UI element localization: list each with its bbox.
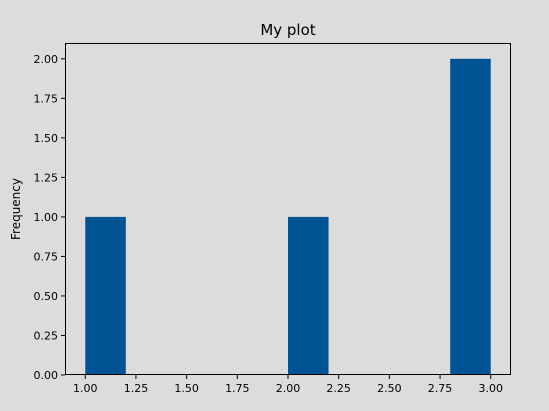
x-tick-label-6: 2.50 — [377, 382, 402, 395]
y-tick-label-3: 0.75 — [34, 250, 59, 263]
histogram-bar-0 — [85, 216, 126, 375]
y-tick-label-4: 1.00 — [34, 211, 59, 224]
histogram-bar-5 — [288, 216, 329, 375]
x-tick-label-1: 1.25 — [124, 382, 149, 395]
y-axis: 0.00 0.25 0.50 0.75 1.00 1.25 1.50 1.75 2.00 — [34, 53, 65, 382]
y-axis-label: Frequency — [9, 178, 23, 240]
y-tick-label-8: 2.00 — [34, 53, 59, 66]
plot-frame — [65, 43, 511, 375]
x-tick-label-4: 2.00 — [276, 382, 301, 395]
x-tick-label-0: 1.00 — [73, 382, 98, 395]
histogram-bar-9 — [450, 58, 491, 376]
x-axis: 1.00 1.25 1.50 1.75 2.00 2.25 2.50 2.75 3.00 — [73, 375, 503, 395]
chart-title: My plot — [260, 21, 315, 39]
x-tick-label-7: 2.75 — [428, 382, 453, 395]
x-tick-label-8: 3.00 — [478, 382, 503, 395]
bars-group — [85, 58, 491, 376]
y-tick-label-6: 1.50 — [34, 132, 59, 145]
y-tick-label-5: 1.25 — [34, 171, 59, 184]
y-tick-label-2: 0.50 — [34, 290, 59, 303]
x-tick-label-3: 1.75 — [225, 382, 250, 395]
x-tick-label-2: 1.50 — [174, 382, 199, 395]
y-tick-label-0: 0.00 — [34, 369, 59, 382]
x-tick-label-5: 2.25 — [326, 382, 351, 395]
y-tick-label-1: 0.25 — [34, 329, 59, 342]
y-tick-label-7: 1.75 — [34, 92, 59, 105]
